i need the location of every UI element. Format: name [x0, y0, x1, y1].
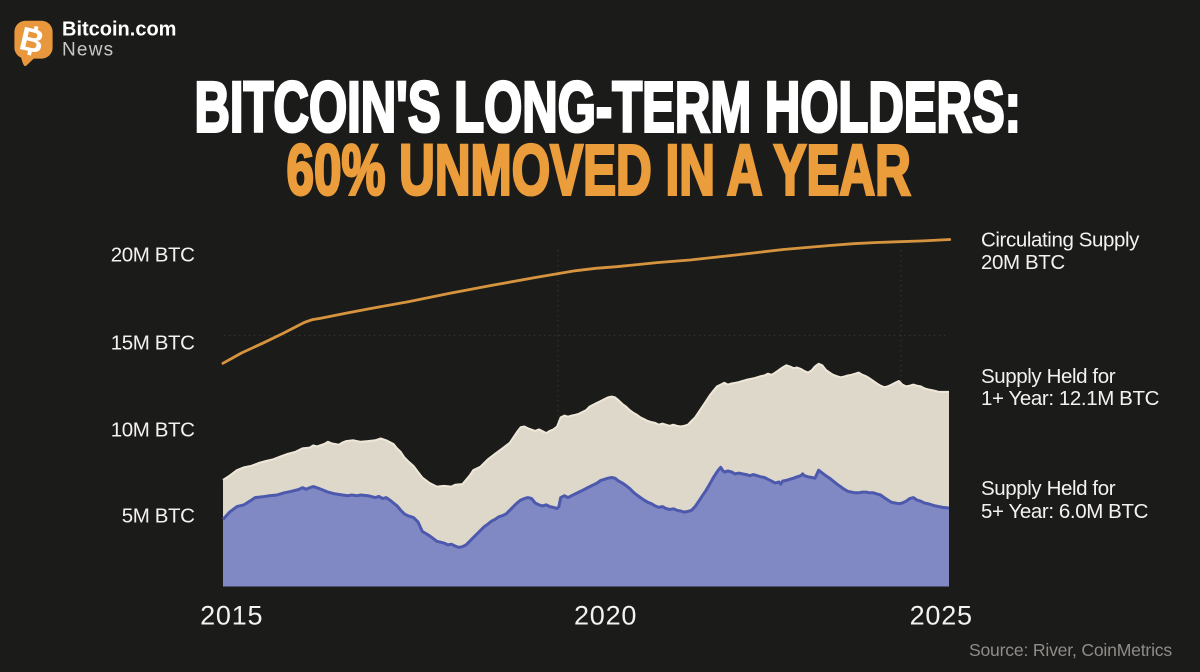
svg-text:Supply Held for: Supply Held for [981, 477, 1116, 500]
svg-text:BITCOIN'S LONG-TERM HOLDERS:: BITCOIN'S LONG-TERM HOLDERS: [195, 68, 1022, 147]
svg-text:Circulating Supply: Circulating Supply [981, 228, 1140, 251]
svg-text:Source: River, CoinMetrics: Source: River, CoinMetrics [969, 640, 1172, 660]
svg-text:15M BTC: 15M BTC [111, 332, 195, 355]
svg-text:2020: 2020 [574, 601, 637, 631]
svg-text:10M BTC: 10M BTC [111, 419, 195, 442]
svg-text:Bitcoin.com: Bitcoin.com [62, 19, 176, 41]
svg-text:2015: 2015 [200, 601, 263, 631]
svg-text:Supply Held for: Supply Held for [981, 365, 1116, 388]
svg-text:60% UNMOVED IN A YEAR: 60% UNMOVED IN A YEAR [287, 131, 911, 210]
svg-text:5+ Year: 6.0M BTC: 5+ Year: 6.0M BTC [981, 500, 1149, 523]
svg-text:News: News [62, 39, 114, 60]
svg-text:20M BTC: 20M BTC [981, 251, 1065, 274]
svg-text:1+ Year: 12.1M BTC: 1+ Year: 12.1M BTC [981, 387, 1160, 410]
svg-text:2025: 2025 [910, 601, 973, 631]
svg-text:20M BTC: 20M BTC [111, 244, 195, 267]
svg-text:5M BTC: 5M BTC [122, 505, 195, 528]
